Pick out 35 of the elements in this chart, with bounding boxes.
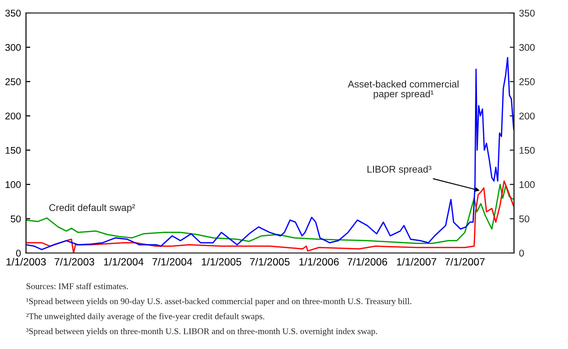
y-tick-label: 100: [6, 181, 21, 188]
annotation: LIBOR spread³: [368, 166, 432, 175]
x-tick-label: 7/1/2003: [54, 258, 94, 266]
y2-tick-label: 250: [519, 78, 535, 86]
y-tick-label: 50: [10, 215, 21, 222]
y-tick-label: 0: [16, 250, 21, 257]
y-tick-label: 150: [6, 146, 21, 154]
y2-tick-label: 300: [519, 44, 535, 51]
y2-tick-label: 100: [520, 181, 535, 188]
x-tick-label: 1/1/2007: [396, 258, 436, 266]
y2-tick-label: 150: [520, 146, 535, 154]
y2-tick-label: 200: [519, 112, 535, 120]
x-tick-label: 1/1/2005: [202, 258, 242, 266]
y-tick-label: 250: [5, 78, 21, 86]
y-tick-label: 350: [5, 10, 21, 17]
x-tick-label: 1/1/2006: [299, 258, 339, 266]
x-tick-label: 7/1/2005: [250, 258, 290, 266]
x-tick-label: 7/1/2007: [445, 258, 485, 266]
source-note: Sources: IMF staff estimates.: [26, 282, 128, 290]
y2-tick-label: 350: [519, 10, 535, 17]
y2-tick-label: 0: [519, 250, 524, 257]
text: ²The unweighted daily average of the five-year credit default swaps.: [26, 313, 264, 322]
line-series: [26, 56, 514, 250]
line-series: [26, 184, 514, 244]
x-tick-label: 1/1/2003: [6, 258, 46, 266]
y-tick-label: 300: [5, 44, 21, 51]
x-tick-label: 7/1/2004: [152, 258, 192, 266]
y-tick-label: 200: [5, 112, 21, 120]
text: ¹Spread between yields on 90-day U.S. asset-backed commercial paper and on three-month U.S. Treasury bill.: [26, 298, 412, 306]
series-label: Credit default swap²: [49, 204, 136, 213]
x-tick-label: 7/1/2006: [348, 258, 388, 266]
text: ³Spread between yields on three-month U.S. LIBOR and on three-month U.S. overnight index swap.: [26, 328, 378, 336]
x-tick-label: 1/1/2004: [104, 258, 144, 266]
y2-tick-label: 50: [519, 215, 530, 222]
series-label: Asset-backed commercial paper spread¹: [348, 80, 458, 100]
